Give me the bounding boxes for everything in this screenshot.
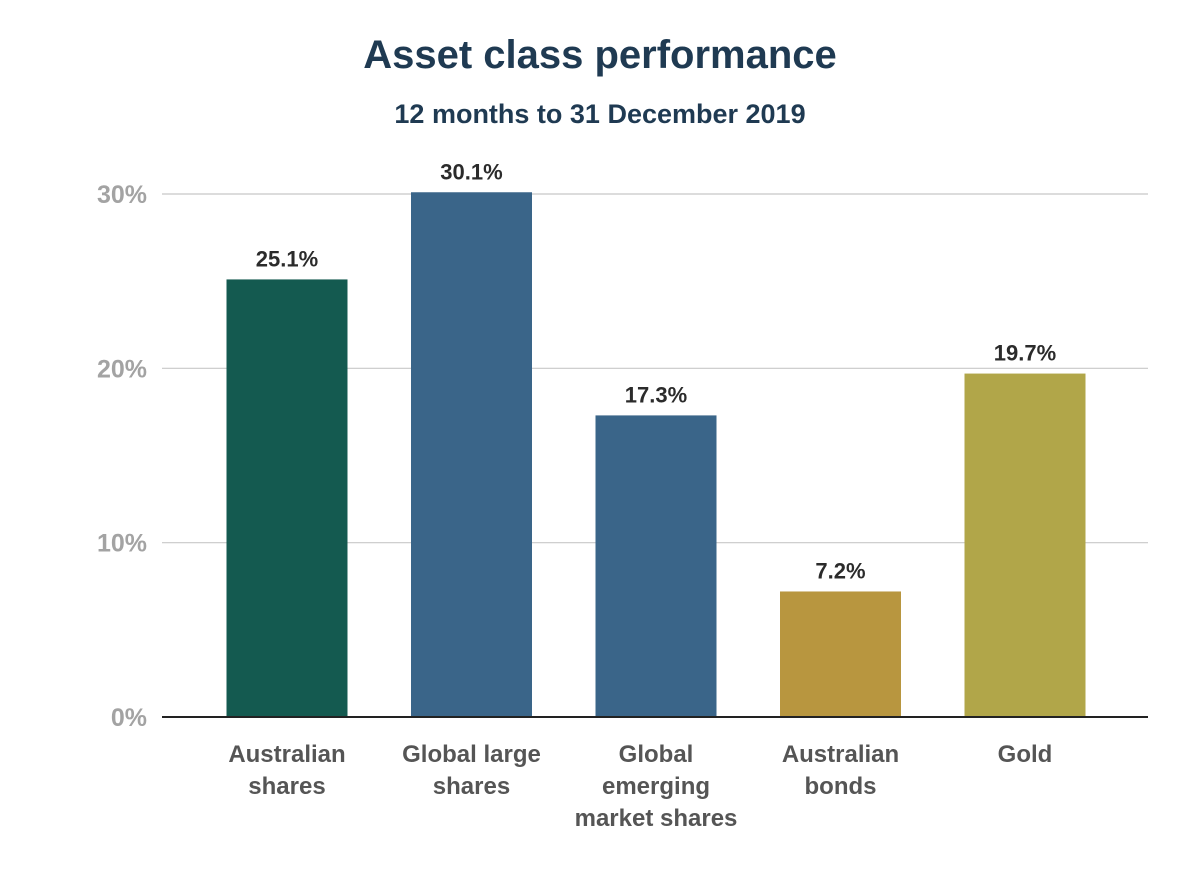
- x-tick-label-line: market shares: [575, 805, 738, 832]
- y-tick-label: 20%: [97, 355, 147, 383]
- data-label: 30.1%: [440, 159, 502, 184]
- chart-subtitle: 12 months to 31 December 2019: [394, 99, 805, 129]
- x-tick-label-line: shares: [248, 773, 325, 800]
- data-label: 7.2%: [815, 558, 865, 583]
- y-tick-label: 10%: [97, 530, 147, 558]
- x-tick-label: Global emerging market shares: [575, 741, 738, 832]
- data-label: 19.7%: [994, 341, 1056, 366]
- x-tick-label: Global large shares: [402, 741, 541, 800]
- x-tick-label-line: Australian: [228, 741, 345, 768]
- x-tick-label: Australian shares: [228, 741, 345, 800]
- x-tick-label-line: emerging: [602, 773, 710, 800]
- x-tick-label-line: Australian: [782, 741, 899, 768]
- bars: [226, 192, 1086, 718]
- x-tick-label-line: Global: [619, 741, 694, 768]
- x-tick-label: Australian bonds: [782, 741, 899, 800]
- bar: [411, 192, 532, 718]
- bar: [226, 279, 348, 717]
- y-tick-label: 0%: [111, 704, 147, 732]
- bar: [595, 415, 717, 717]
- data-label: 25.1%: [256, 246, 318, 271]
- y-axis-ticks: 0% 10% 20% 30%: [97, 181, 147, 732]
- chart-title: Asset class performance: [363, 33, 837, 77]
- x-tick-label: Gold: [998, 741, 1053, 768]
- x-tick-label-line: shares: [433, 773, 510, 800]
- y-tick-label: 30%: [97, 181, 147, 209]
- x-tick-label-line: Global large: [402, 741, 541, 768]
- x-tick-label-line: bonds: [805, 773, 877, 800]
- bar: [964, 373, 1086, 717]
- data-label: 17.3%: [625, 382, 687, 407]
- x-tick-label-line: Gold: [998, 741, 1053, 768]
- value-labels: 25.1% 30.1% 17.3% 7.2% 19.7%: [256, 159, 1056, 583]
- bar: [780, 591, 901, 717]
